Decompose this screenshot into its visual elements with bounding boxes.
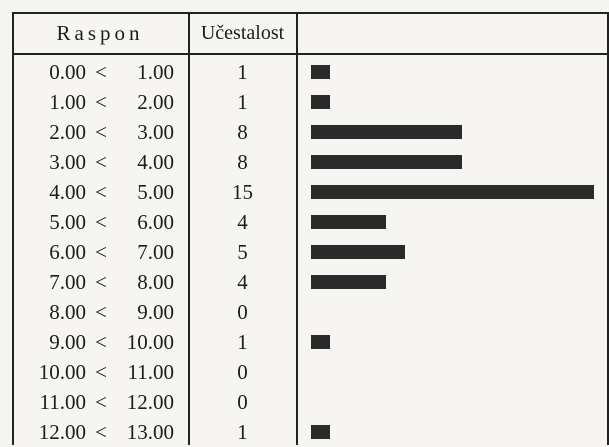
range-high: 13.00	[126, 419, 174, 444]
range-cell: 4.00 <5.00	[12, 177, 188, 207]
table-row: 9.00 <10.00 1	[0, 327, 609, 357]
range-low: 4.00	[49, 179, 86, 204]
range-low: 1.00	[49, 89, 86, 114]
range-low: 5.00	[49, 209, 86, 234]
range-cell: 2.00 <3.00	[12, 117, 188, 147]
histogram-bar	[311, 425, 330, 439]
range-high: 8.00	[137, 269, 174, 294]
frequency-value: 5	[237, 239, 248, 264]
range-cell: 0.00 <1.00	[12, 57, 188, 87]
table-row: 5.00 <6.00 4	[0, 207, 609, 237]
range-high: 3.00	[137, 119, 174, 144]
range-high: 1.00	[137, 59, 174, 84]
frequency-value: 0	[237, 299, 248, 324]
range-low: 11.00	[39, 389, 86, 414]
frequency-value: 0	[237, 359, 248, 384]
range-high: 12.00	[126, 389, 174, 414]
histogram-bar	[311, 125, 462, 139]
column-divider	[188, 12, 190, 445]
histogram-bar	[311, 185, 594, 199]
frequency-value: 0	[237, 389, 248, 414]
frequency-value: 1	[237, 329, 248, 354]
range-low: 2.00	[49, 119, 86, 144]
histogram-bar	[311, 245, 405, 259]
table-row: 12.00 <13.00 1	[0, 417, 609, 447]
range-operator: <	[95, 359, 107, 384]
range-low: 3.00	[49, 149, 86, 174]
histogram-bar	[311, 65, 330, 79]
table-row: 4.00 <5.00 15	[0, 177, 609, 207]
table-right-border	[607, 12, 609, 445]
range-cell: 7.00 <8.00	[12, 267, 188, 297]
range-cell: 9.00 <10.00	[12, 327, 188, 357]
histogram-bar	[311, 275, 386, 289]
range-high: 9.00	[137, 299, 174, 324]
range-low: 8.00	[49, 299, 86, 324]
range-operator: <	[95, 119, 107, 144]
range-operator: <	[95, 269, 107, 294]
frequency-value: 8	[237, 119, 248, 144]
frequency-value: 8	[237, 149, 248, 174]
frequency-column-header: Učestalost	[200, 21, 285, 44]
histogram-bar	[311, 335, 330, 349]
frequency-value: 1	[237, 89, 248, 114]
range-high: 4.00	[137, 149, 174, 174]
range-high: 7.00	[137, 239, 174, 264]
range-cell: 6.00 <7.00	[12, 237, 188, 267]
range-low: 6.00	[49, 239, 86, 264]
table-row: 0.00 <1.00 1	[0, 57, 609, 87]
frequency-value: 4	[237, 209, 248, 234]
range-operator: <	[95, 389, 107, 414]
range-low: 7.00	[49, 269, 86, 294]
range-operator: <	[95, 179, 107, 204]
range-operator: <	[95, 329, 107, 354]
range-cell: 11.00 <12.00	[12, 387, 188, 417]
table-row: 1.00 <2.00 1	[0, 87, 609, 117]
frequency-value: 1	[237, 419, 248, 444]
range-operator: <	[95, 209, 107, 234]
table-row: 3.00 <4.00 8	[0, 147, 609, 177]
range-operator: <	[95, 89, 107, 114]
range-high: 11.00	[127, 359, 174, 384]
table-row: 6.00 <7.00 5	[0, 237, 609, 267]
range-cell: 5.00 <6.00	[12, 207, 188, 237]
range-cell: 1.00 <2.00	[12, 87, 188, 117]
range-operator: <	[95, 299, 107, 324]
range-cell: 8.00 <9.00	[12, 297, 188, 327]
histogram-bar	[311, 155, 462, 169]
range-operator: <	[95, 239, 107, 264]
range-operator: <	[95, 149, 107, 174]
frequency-value: 15	[232, 179, 253, 204]
table-row: 2.00 <3.00 8	[0, 117, 609, 147]
range-cell: 12.00 <13.00	[12, 417, 188, 447]
range-low: 12.00	[38, 419, 86, 444]
range-high: 5.00	[137, 179, 174, 204]
range-column-header: Raspon	[56, 20, 144, 45]
histogram-bar	[311, 95, 330, 109]
column-divider	[296, 12, 298, 445]
frequency-value: 4	[237, 269, 248, 294]
frequency-value: 1	[237, 59, 248, 84]
range-high: 2.00	[137, 89, 174, 114]
table-top-border	[12, 12, 608, 14]
table-row: 8.00 <9.00 0	[0, 297, 609, 327]
table-row: 7.00 <8.00 4	[0, 267, 609, 297]
range-operator: <	[95, 59, 107, 84]
range-cell: 10.00 <11.00	[12, 357, 188, 387]
table-row: 11.00 <12.00 0	[0, 387, 609, 417]
table-row: 10.00 <11.00 0	[0, 357, 609, 387]
range-cell: 3.00 <4.00	[12, 147, 188, 177]
table-left-border	[12, 12, 14, 445]
range-high: 10.00	[126, 329, 174, 354]
range-low: 0.00	[49, 59, 86, 84]
header-divider	[12, 53, 608, 55]
range-low: 10.00	[38, 359, 86, 384]
range-operator: <	[95, 419, 107, 444]
range-low: 9.00	[49, 329, 86, 354]
histogram-bar	[311, 215, 386, 229]
range-high: 6.00	[137, 209, 174, 234]
